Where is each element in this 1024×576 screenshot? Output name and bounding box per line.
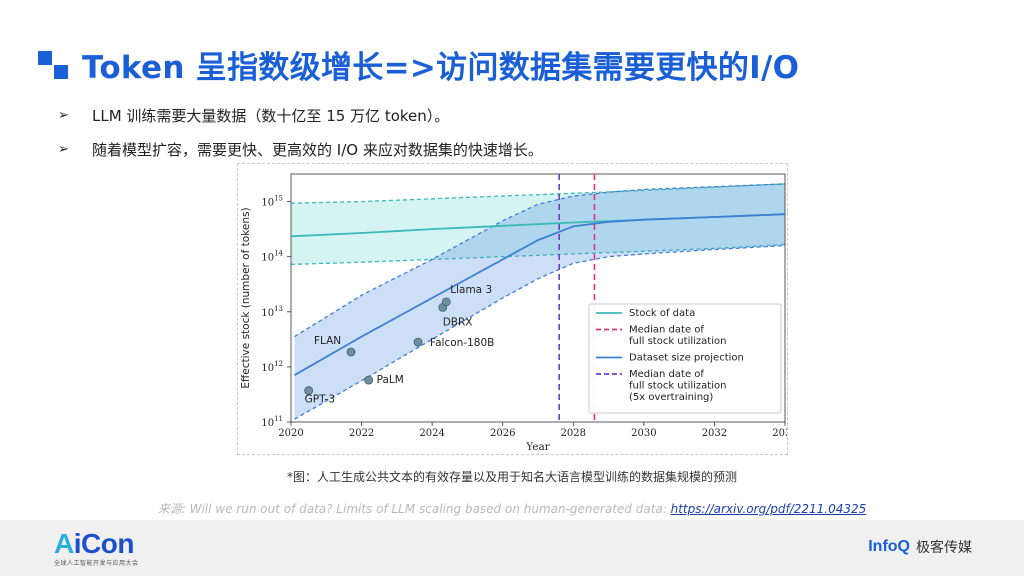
model-point	[364, 375, 374, 385]
footer-bar	[0, 520, 1024, 576]
legend-label: full stock utilization	[629, 381, 726, 392]
y-tick-label: 1015	[261, 195, 283, 209]
source-line: 来源: Will we run out of data? Limits of L…	[0, 500, 1024, 517]
x-tick-label: 2030	[631, 428, 656, 439]
legend-label: Median date of	[629, 325, 704, 336]
aicon-logo: AiCon 全球人工智能开发与应用大会	[54, 528, 139, 567]
y-tick-label: 1012	[261, 360, 283, 374]
source-prefix: 来源: Will we run out of data? Limits of L…	[157, 502, 671, 516]
model-point	[413, 337, 423, 347]
slide-title-row: Token 呈指数级增长=>访问数据集需要更快的I/O	[38, 42, 799, 86]
arrow-bullet-icon: ➢	[58, 107, 69, 123]
logo-letter: A	[54, 528, 74, 559]
model-point	[346, 347, 356, 357]
legend-label: full stock utilization	[629, 336, 726, 347]
bullet-item: ➢ 随着模型扩容，需要更快、更高效的 I/O 来应对数据集的快速增长。	[58, 132, 543, 166]
model-point-label: Llama 3	[450, 284, 492, 296]
bullet-text: 随着模型扩容，需要更快、更高效的 I/O 来应对数据集的快速增长。	[92, 140, 543, 159]
band-upper-edge	[294, 183, 786, 338]
x-tick-label: 2024	[419, 428, 444, 439]
x-tick-label: 2032	[702, 428, 727, 439]
slide-title: Token 呈指数级增长=>访问数据集需要更快的I/O	[82, 49, 800, 86]
x-tick-label: 2026	[490, 428, 515, 439]
model-point-label: PaLM	[377, 374, 404, 386]
logo-word: iCon	[73, 528, 135, 559]
geek-media-text: 极客传媒	[916, 540, 972, 556]
logo-subtitle: 全球人工智能开发与应用大会	[54, 560, 139, 567]
x-tick-label: 2020	[278, 428, 303, 439]
model-point-label: DBRX	[443, 316, 473, 328]
legend-label: Dataset size projection	[629, 353, 744, 364]
legend-box	[588, 303, 782, 414]
legend-label: (5x overtraining)	[629, 392, 713, 403]
model-point-label: FLAN	[314, 335, 341, 347]
model-point	[304, 386, 314, 395]
x-tick-label: 2034	[772, 428, 787, 439]
plot-frame	[290, 173, 786, 423]
source-link[interactable]: https://arxiv.org/pdf/2211.04325	[670, 502, 867, 516]
bullet-text: LLM 训练需要大量数据（数十亿至 15 万亿 token）。	[92, 106, 450, 125]
y-tick-label: 1014	[261, 250, 283, 264]
band-upper-edge	[290, 183, 786, 204]
y-tick-label: 1011	[261, 415, 283, 429]
y-axis-label: Effective stock (number of tokens)	[240, 207, 252, 388]
figure-caption: *图：人工生成公共文本的有效存量以及用于知名大语言模型训练的数据集规模的预测	[286, 470, 737, 484]
bullet-item: ➢ LLM 训练需要大量数据（数十亿至 15 万亿 token）。	[58, 98, 543, 132]
model-point	[441, 297, 451, 307]
arrow-bullet-icon: ➢	[58, 141, 69, 157]
median-line-projection	[294, 213, 786, 376]
x-tick-label: 2028	[561, 428, 586, 439]
legend-label: Stock of data	[629, 308, 695, 319]
model-point-label: GPT-3	[305, 394, 335, 406]
y-tick-label: 1013	[261, 305, 283, 319]
x-axis-label: Year	[525, 441, 550, 453]
legend-label: Median date of	[629, 369, 704, 380]
chart-container: 2020 2022 2024 2026 2028 2030 2032 2034 Year 1011…	[237, 163, 798, 455]
x-tick-label: 2022	[349, 428, 374, 439]
model-point-label: Falcon-180B	[430, 337, 494, 349]
band-projection	[294, 183, 785, 420]
infoq-logo: InfoQ 极客传媒	[868, 537, 972, 557]
band-lower-edge	[290, 243, 786, 266]
infoq-text: InfoQ	[868, 538, 910, 555]
bullet-list: ➢ LLM 训练需要大量数据（数十亿至 15 万亿 token）。 ➢ 随着模型…	[58, 98, 543, 166]
token-growth-chart: 2020 2022 2024 2026 2028 2030 2032 2034 Year 1011…	[240, 173, 798, 453]
title-squares-icon	[38, 47, 72, 81]
